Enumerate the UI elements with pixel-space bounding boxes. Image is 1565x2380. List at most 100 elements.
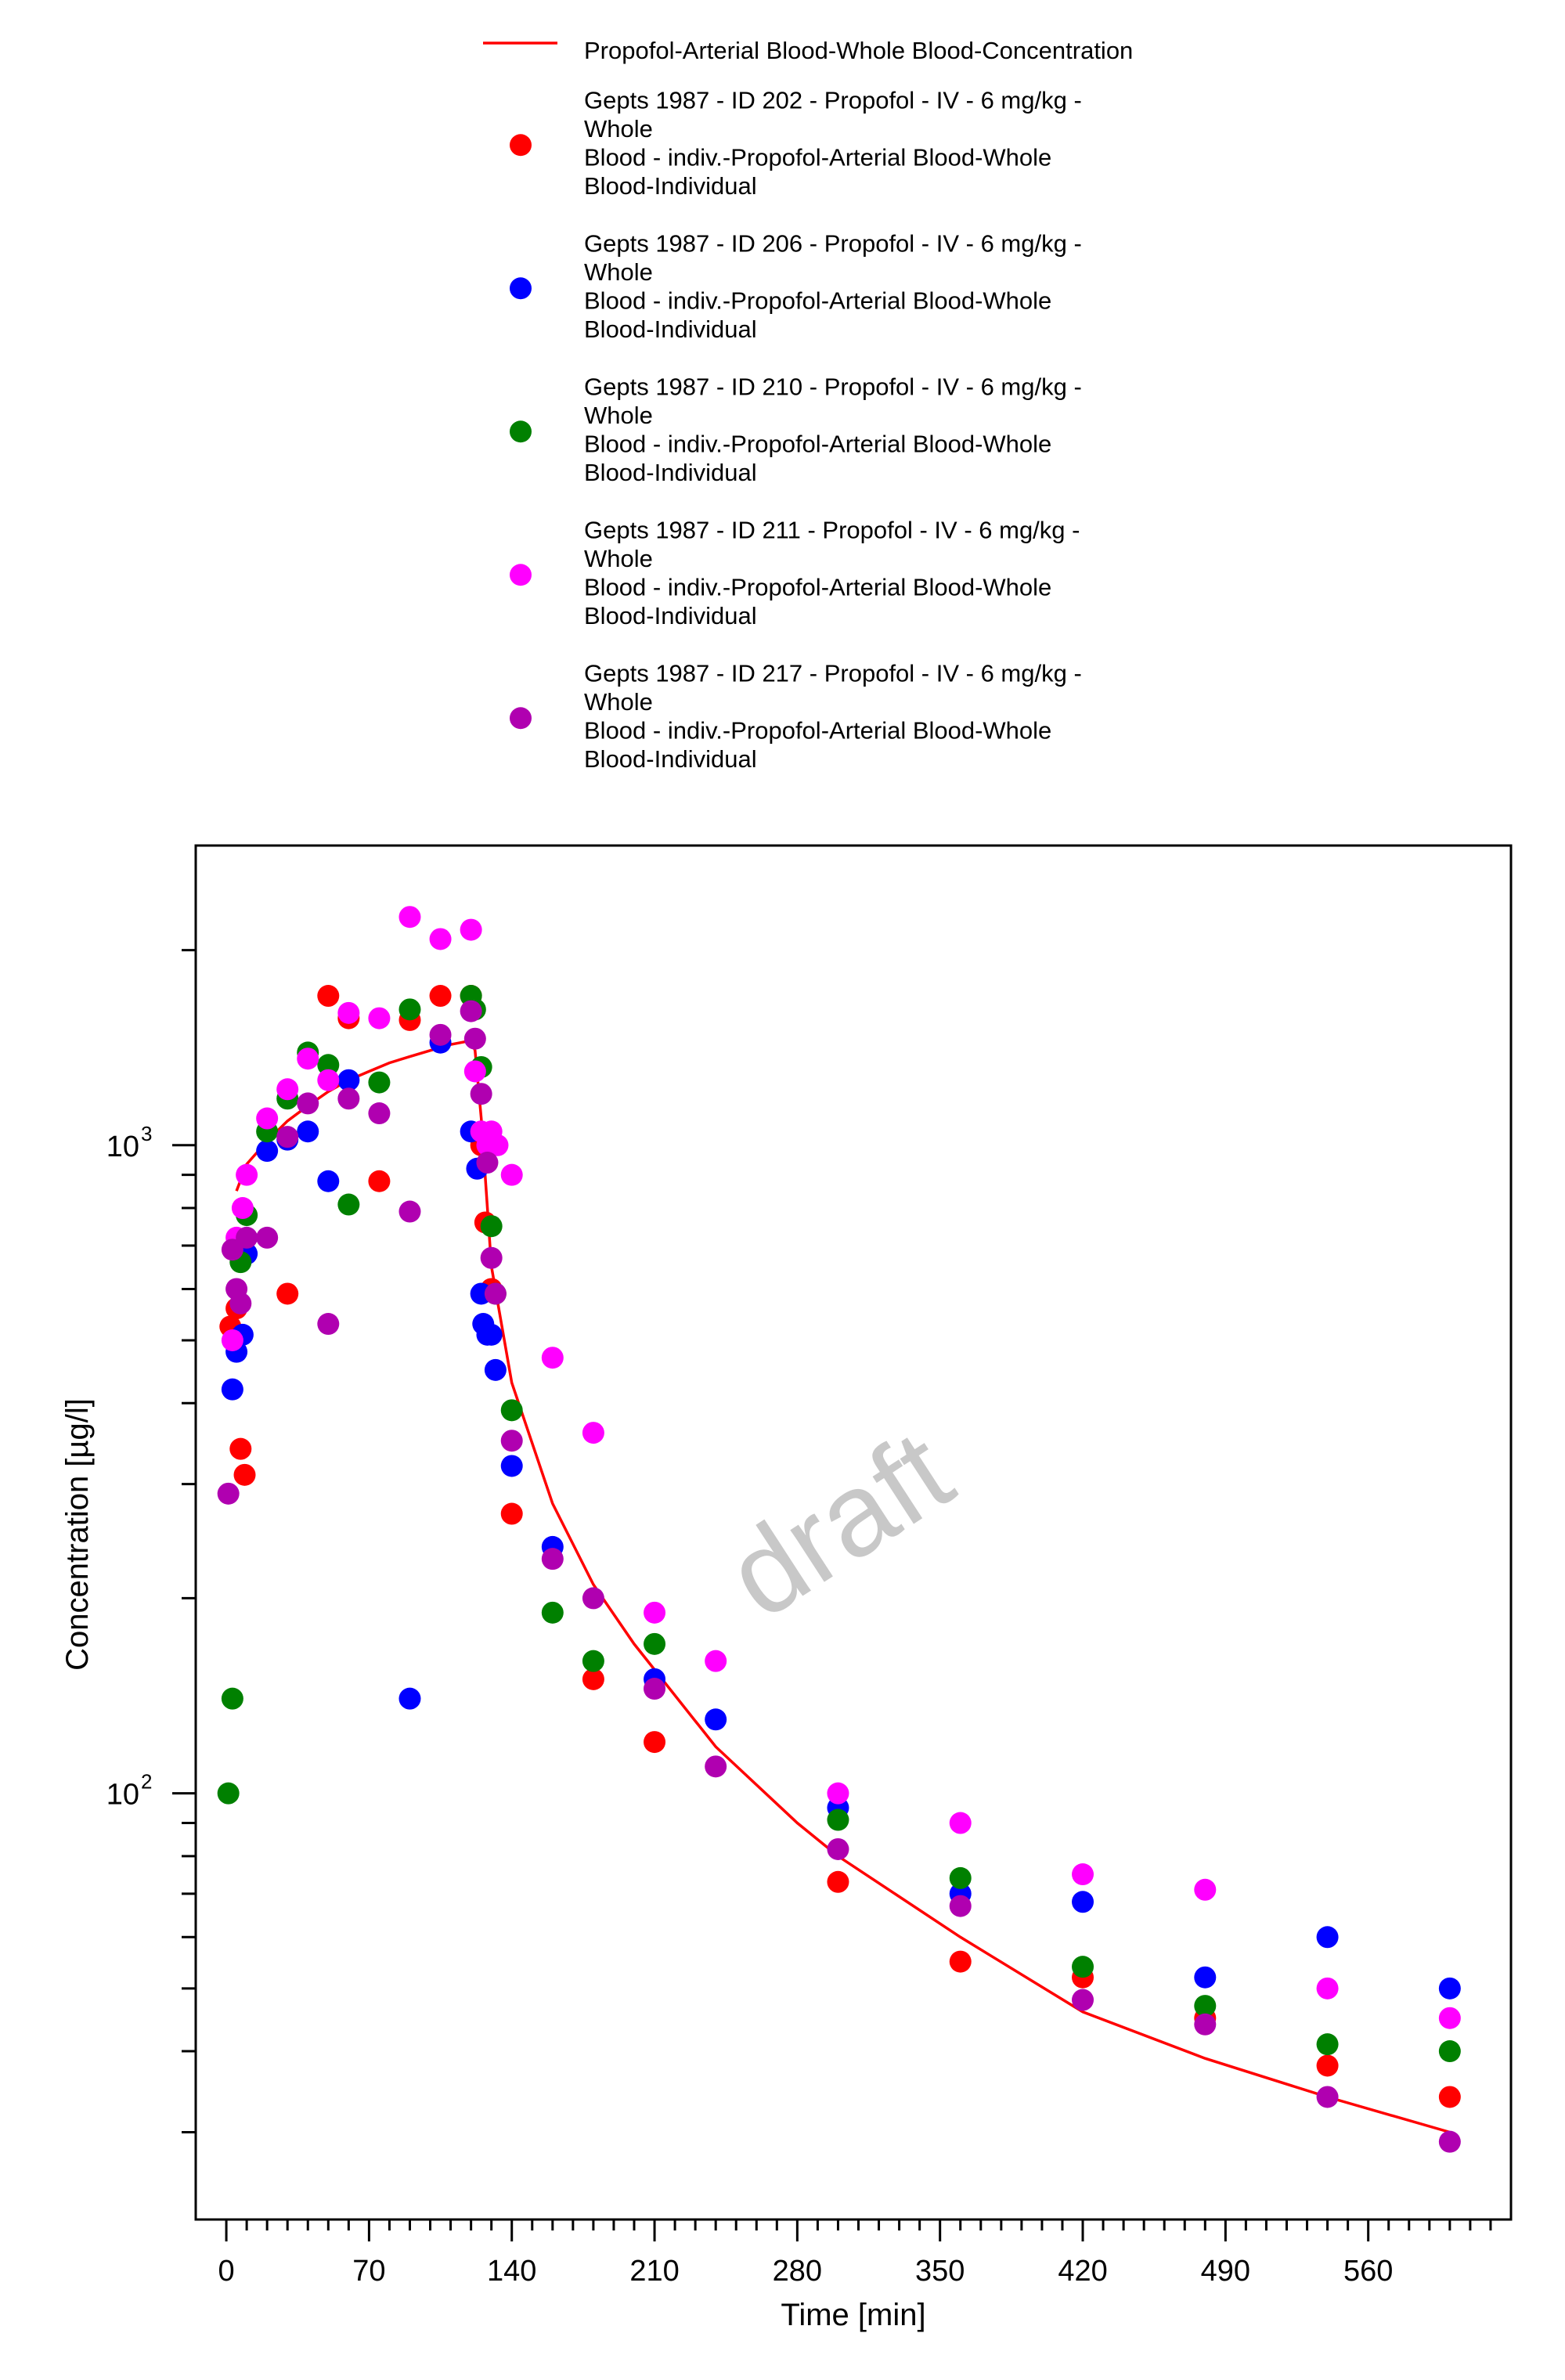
data-point	[541, 1548, 564, 1570]
data-point	[398, 1687, 421, 1710]
legend-label: Blood-Individual	[584, 602, 757, 629]
data-point	[1194, 2013, 1217, 2036]
data-point	[1438, 2007, 1461, 2029]
data-point	[480, 1323, 503, 1346]
data-point	[221, 1687, 243, 1710]
legend-label: Blood-Individual	[584, 172, 757, 200]
data-point	[949, 1895, 972, 1917]
legend-label: Propofol-Arterial Blood-Whole Blood-Conc…	[584, 37, 1133, 64]
legend-marker-swatch	[510, 420, 532, 443]
plot-area-frame	[194, 844, 1513, 2221]
data-point	[337, 1069, 360, 1091]
legend-item: Gepts 1987 - ID 217 - Propofol - IV - 6 …	[510, 660, 1082, 773]
data-point	[221, 1378, 243, 1401]
x-tick-label: 0	[218, 2255, 234, 2288]
x-axis-label: Time [min]	[781, 2298, 925, 2332]
data-point	[484, 1282, 507, 1305]
watermark: draft	[705, 1405, 973, 1643]
data-point	[827, 1870, 849, 1893]
data-point	[470, 1083, 492, 1105]
data-point	[368, 1102, 391, 1125]
data-point	[476, 1152, 499, 1174]
data-point	[500, 1399, 523, 1422]
legend-marker-swatch	[510, 134, 532, 157]
data-point	[486, 1134, 509, 1156]
observed-series	[217, 1000, 1461, 2153]
legend-marker-swatch	[510, 277, 532, 300]
data-point	[1072, 1956, 1094, 1978]
data-point	[1072, 1989, 1094, 2011]
data-point	[949, 1866, 972, 1889]
data-point	[500, 1163, 523, 1186]
data-point	[500, 1430, 523, 1452]
legend-label: Gepts 1987 - ID 211 - Propofol - IV - 6 …	[584, 517, 1080, 544]
data-point	[541, 1601, 564, 1624]
y-tick-label: 10	[106, 1130, 139, 1163]
x-tick-label: 350	[915, 2255, 965, 2288]
data-point	[705, 1755, 727, 1778]
data-point	[1316, 2033, 1339, 2056]
legend-label: Gepts 1987 - ID 202 - Propofol - IV - 6 …	[584, 87, 1082, 114]
legend-label: Blood - indiv.-Propofol-Arterial Blood-W…	[584, 717, 1051, 745]
legend-label: Blood - indiv.-Propofol-Arterial Blood-W…	[584, 431, 1051, 458]
data-point	[256, 1226, 279, 1249]
legend-item: Gepts 1987 - ID 202 - Propofol - IV - 6 …	[510, 87, 1082, 200]
data-point	[484, 1358, 507, 1381]
data-point	[368, 1170, 391, 1192]
x-tick-label: 70	[352, 2255, 385, 2288]
data-point	[368, 1007, 391, 1030]
data-point	[463, 1027, 486, 1050]
data-point	[1194, 1995, 1217, 2018]
x-axis: 0 70 140 210 280 350 420 490 560	[218, 2220, 1492, 2288]
legend-label: Blood-Individual	[584, 459, 757, 486]
data-point	[1316, 1977, 1339, 2000]
legend-label: Whole	[584, 402, 653, 429]
legend-label: Gepts 1987 - ID 217 - Propofol - IV - 6 …	[584, 660, 1082, 687]
data-point	[480, 1215, 503, 1238]
data-point	[1316, 1926, 1339, 1949]
data-point	[582, 1587, 604, 1610]
data-point	[368, 1071, 391, 1094]
data-point	[221, 1329, 243, 1351]
data-point	[582, 1650, 604, 1672]
legend-item: Gepts 1987 - ID 206 - Propofol - IV - 6 …	[510, 230, 1082, 343]
data-point	[500, 1502, 523, 1525]
data-point	[429, 928, 452, 950]
legend-label: Whole	[584, 545, 653, 572]
legend-label: Whole	[584, 115, 653, 142]
legend-marker-swatch	[510, 707, 532, 730]
data-point	[644, 1601, 666, 1624]
legend-item: Gepts 1987 - ID 211 - Propofol - IV - 6 …	[510, 517, 1080, 629]
data-point	[256, 1107, 279, 1130]
x-tick-label: 560	[1343, 2255, 1393, 2288]
data-point	[1438, 1977, 1461, 2000]
data-point	[236, 1226, 258, 1249]
x-tick-label: 280	[773, 2255, 822, 2288]
legend-label: Whole	[584, 258, 653, 286]
data-point	[1072, 1891, 1094, 1913]
data-point	[463, 1060, 486, 1083]
data-point	[1438, 2040, 1461, 2063]
data-point	[276, 1282, 299, 1305]
data-point	[297, 1048, 319, 1070]
x-tick-label: 420	[1058, 2255, 1107, 2288]
x-tick-label: 210	[629, 2255, 679, 2288]
plot-content	[217, 906, 1461, 2153]
data-point	[582, 1668, 604, 1690]
legend-label: Blood-Individual	[584, 316, 757, 343]
data-point	[827, 1837, 849, 1860]
legend-label: Blood - indiv.-Propofol-Arterial Blood-W…	[584, 287, 1051, 315]
data-point	[217, 1482, 240, 1505]
data-point	[1072, 1863, 1094, 1886]
data-point	[317, 1313, 340, 1336]
legend-label: Gepts 1987 - ID 210 - Propofol - IV - 6 …	[584, 373, 1082, 401]
data-point	[582, 1422, 604, 1444]
data-point	[398, 1200, 421, 1223]
data-point	[429, 1023, 452, 1046]
y-axis-label: Concentration [µg/l]	[60, 1398, 95, 1671]
legend-label: Blood - indiv.-Propofol-Arterial Blood-W…	[584, 144, 1051, 171]
data-point	[297, 1120, 319, 1143]
data-point	[1438, 2086, 1461, 2108]
data-point	[317, 1170, 340, 1192]
